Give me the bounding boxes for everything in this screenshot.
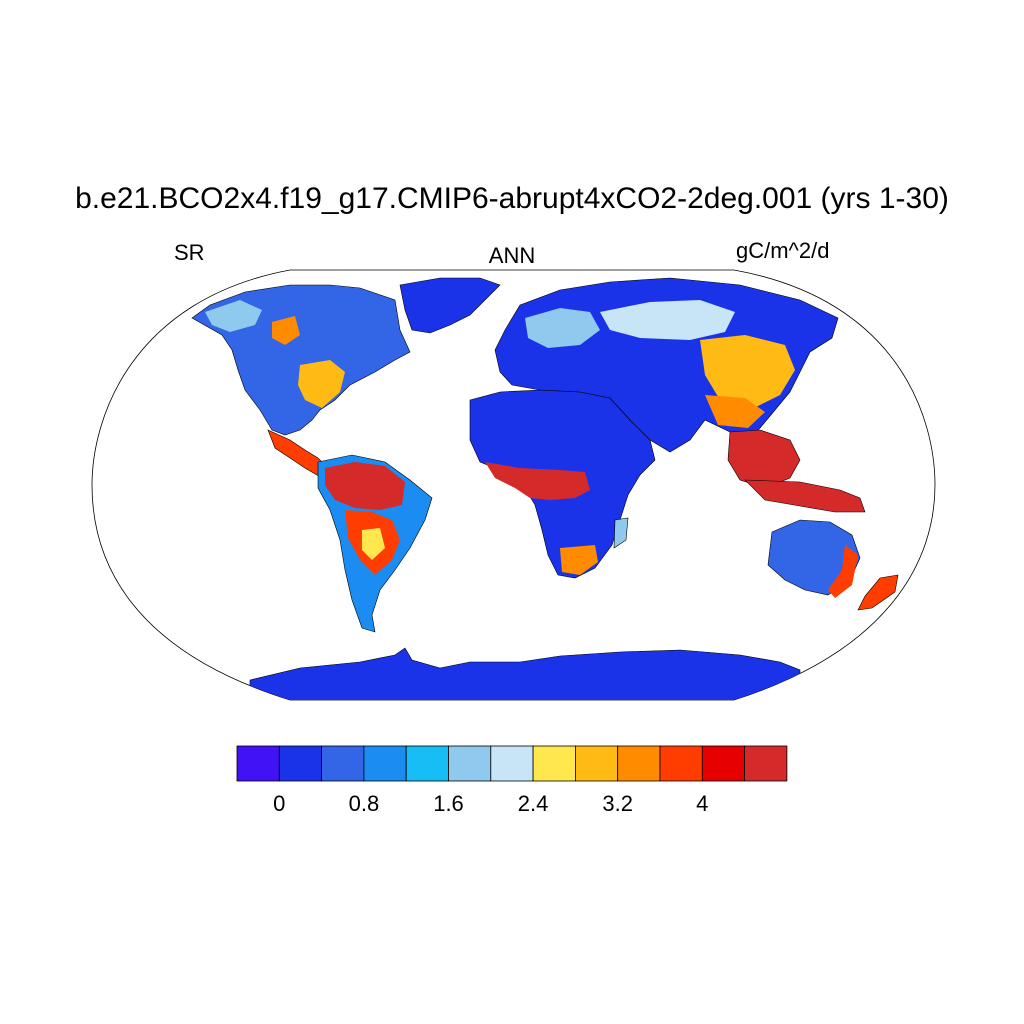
region-canada-warm: [272, 316, 300, 345]
colorbar-box: [617, 745, 661, 782]
colorbar-box: [278, 745, 322, 782]
region-central-africa: [485, 462, 590, 500]
colorbar-tick-label: 1.6: [433, 791, 464, 816]
colorbar-box: [532, 745, 576, 782]
region-greenland: [399, 277, 501, 334]
colorbar-box: [321, 745, 365, 782]
region-eastern-us: [298, 360, 345, 408]
region-southern-africa-warm: [560, 545, 598, 575]
colorbar-box: [363, 745, 407, 782]
colorbar-box: [659, 745, 703, 782]
region-southeast-asia: [727, 429, 801, 489]
region-amazon: [325, 462, 405, 510]
plot-title: b.e21.BCO2x4.f19_g17.CMIP6-abrupt4xCO2-2…: [75, 182, 949, 215]
region-indonesia: [744, 479, 866, 513]
units-label: gC/m^2/d: [736, 238, 830, 263]
region-siberia-light: [600, 300, 735, 340]
region-new-zealand: [857, 574, 899, 611]
colorbar-tick-label: 4: [696, 791, 709, 816]
colorbar-tick-label: 0: [273, 791, 286, 816]
colorbar-box: [448, 745, 492, 782]
colorbar-box: [405, 745, 449, 782]
variable-label: SR: [174, 240, 205, 265]
colorbar-box: [575, 745, 619, 782]
colorbar-box: [236, 745, 280, 782]
region-east-australia: [828, 545, 858, 598]
region-europe-light: [525, 308, 600, 348]
colorbar-tick-label: 3.2: [602, 791, 633, 816]
region-alaska: [205, 300, 262, 332]
colorbar-box: [490, 745, 534, 782]
colorbar-box: [744, 745, 788, 782]
colorbar-tick-label: 2.4: [517, 791, 549, 816]
colorbar-box: [701, 745, 745, 782]
region-east-asia-warm: [700, 335, 795, 410]
colorbar-tick-label: 0.8: [348, 791, 380, 816]
region-brazil-yellow: [362, 528, 385, 560]
region-east-asia-orange: [705, 395, 765, 428]
region-madagascar: [613, 517, 629, 549]
season-label: ANN: [488, 243, 536, 268]
